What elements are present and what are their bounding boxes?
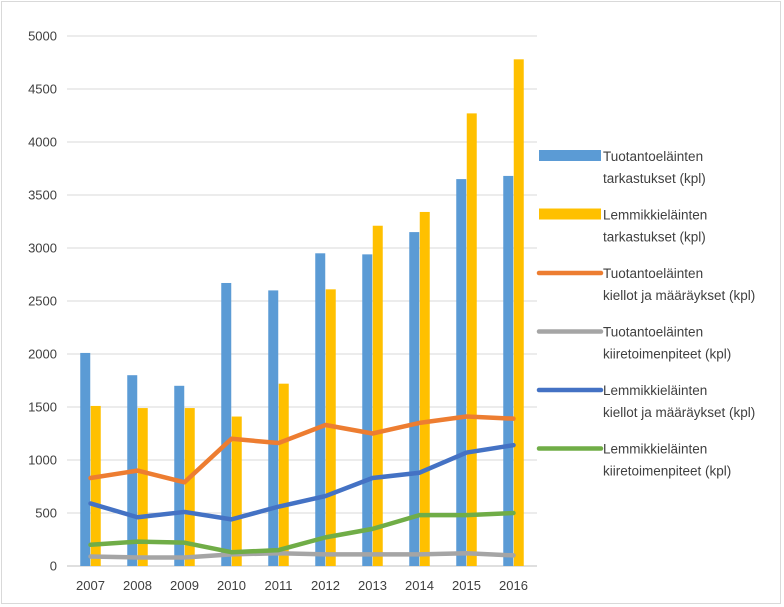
x-tick-label: 2007 — [76, 578, 105, 593]
x-tick-label: 2013 — [358, 578, 387, 593]
legend-label: kiellot ja määräykset (kpl) — [603, 288, 755, 303]
bar-series-2 — [466, 113, 477, 566]
legend-swatch-bar — [539, 208, 601, 220]
y-tick-label: 2000 — [28, 347, 57, 362]
legend-label: kiiretoimenpiteet (kpl) — [603, 464, 731, 479]
bar-series-1 — [268, 290, 279, 566]
y-tick-label: 2500 — [28, 294, 57, 309]
legend-label: Tuotantoeläinten — [603, 149, 703, 164]
y-tick-label: 5000 — [28, 29, 57, 44]
bar-series-2 — [513, 59, 524, 566]
y-tick-label: 4500 — [28, 82, 57, 97]
bars — [80, 59, 524, 567]
legend-label: tarkastukset (kpl) — [603, 171, 706, 186]
legend-swatch-bar — [539, 150, 601, 161]
x-tick-label: 2010 — [217, 578, 246, 593]
gridlines — [67, 35, 537, 567]
x-tick-label: 2016 — [499, 578, 528, 593]
x-tick-label: 2012 — [311, 578, 340, 593]
legend-label: Lemmikkieläinten — [603, 383, 707, 398]
legend-label: Lemmikkieläinten — [603, 208, 707, 223]
bar-series-1 — [80, 352, 91, 566]
y-tick-label: 500 — [35, 506, 57, 521]
x-tick-label: 2015 — [452, 578, 481, 593]
line-series-3 — [88, 442, 516, 522]
bar-series-1 — [362, 254, 373, 567]
x-tick-label: 2014 — [405, 578, 434, 593]
bar-series-2 — [231, 416, 242, 566]
legend-label: Tuotantoeläinten — [603, 325, 703, 340]
bar-series-2 — [184, 408, 195, 566]
y-tick-label: 1000 — [28, 453, 57, 468]
bar-series-2 — [372, 225, 383, 567]
line-series — [88, 414, 516, 560]
y-tick-label: 1500 — [28, 400, 57, 415]
legend-label: kiellot ja määräykset (kpl) — [603, 405, 755, 420]
y-tick-label: 3500 — [28, 188, 57, 203]
legend-label: Tuotantoeläinten — [603, 266, 703, 281]
bar-series-1 — [315, 253, 326, 567]
y-tick-label: 4000 — [28, 135, 57, 150]
legend: Tuotantoeläinten tarkastukset (kpl) Lemmik… — [536, 149, 755, 479]
x-tick-label: 2011 — [265, 578, 293, 593]
line-series-4 — [88, 510, 516, 555]
line-series-1 — [88, 414, 516, 485]
line-series-2 — [88, 551, 516, 560]
bar-series-1 — [503, 175, 514, 567]
bar-series-1 — [456, 179, 467, 566]
x-tick-label: 2009 — [170, 578, 199, 593]
bar-series-2 — [278, 383, 289, 566]
bar-series-2 — [90, 405, 101, 566]
bar-series-2 — [419, 211, 430, 566]
bar-series-1 — [409, 232, 420, 566]
legend-label: Lemmikkieläinten — [603, 442, 707, 457]
bar-series-2 — [137, 408, 148, 566]
legend-label: kiiretoimenpiteet (kpl) — [603, 347, 731, 362]
y-tick-label: 0 — [50, 559, 57, 574]
y-axis-ticks: 0 500 1000 1500 2000 2500 3000 3500 4000 4500 5000 — [28, 29, 57, 574]
bar-series-1 — [174, 385, 185, 566]
x-axis-ticks: 2007 2008 2009 2010 2011 2012 2013 2014 2015 2016 — [76, 578, 528, 593]
bar-series-1 — [221, 282, 232, 566]
legend-label: tarkastukset (kpl) — [603, 230, 706, 245]
y-tick-label: 3000 — [28, 241, 57, 256]
x-tick-label: 2008 — [123, 578, 152, 593]
